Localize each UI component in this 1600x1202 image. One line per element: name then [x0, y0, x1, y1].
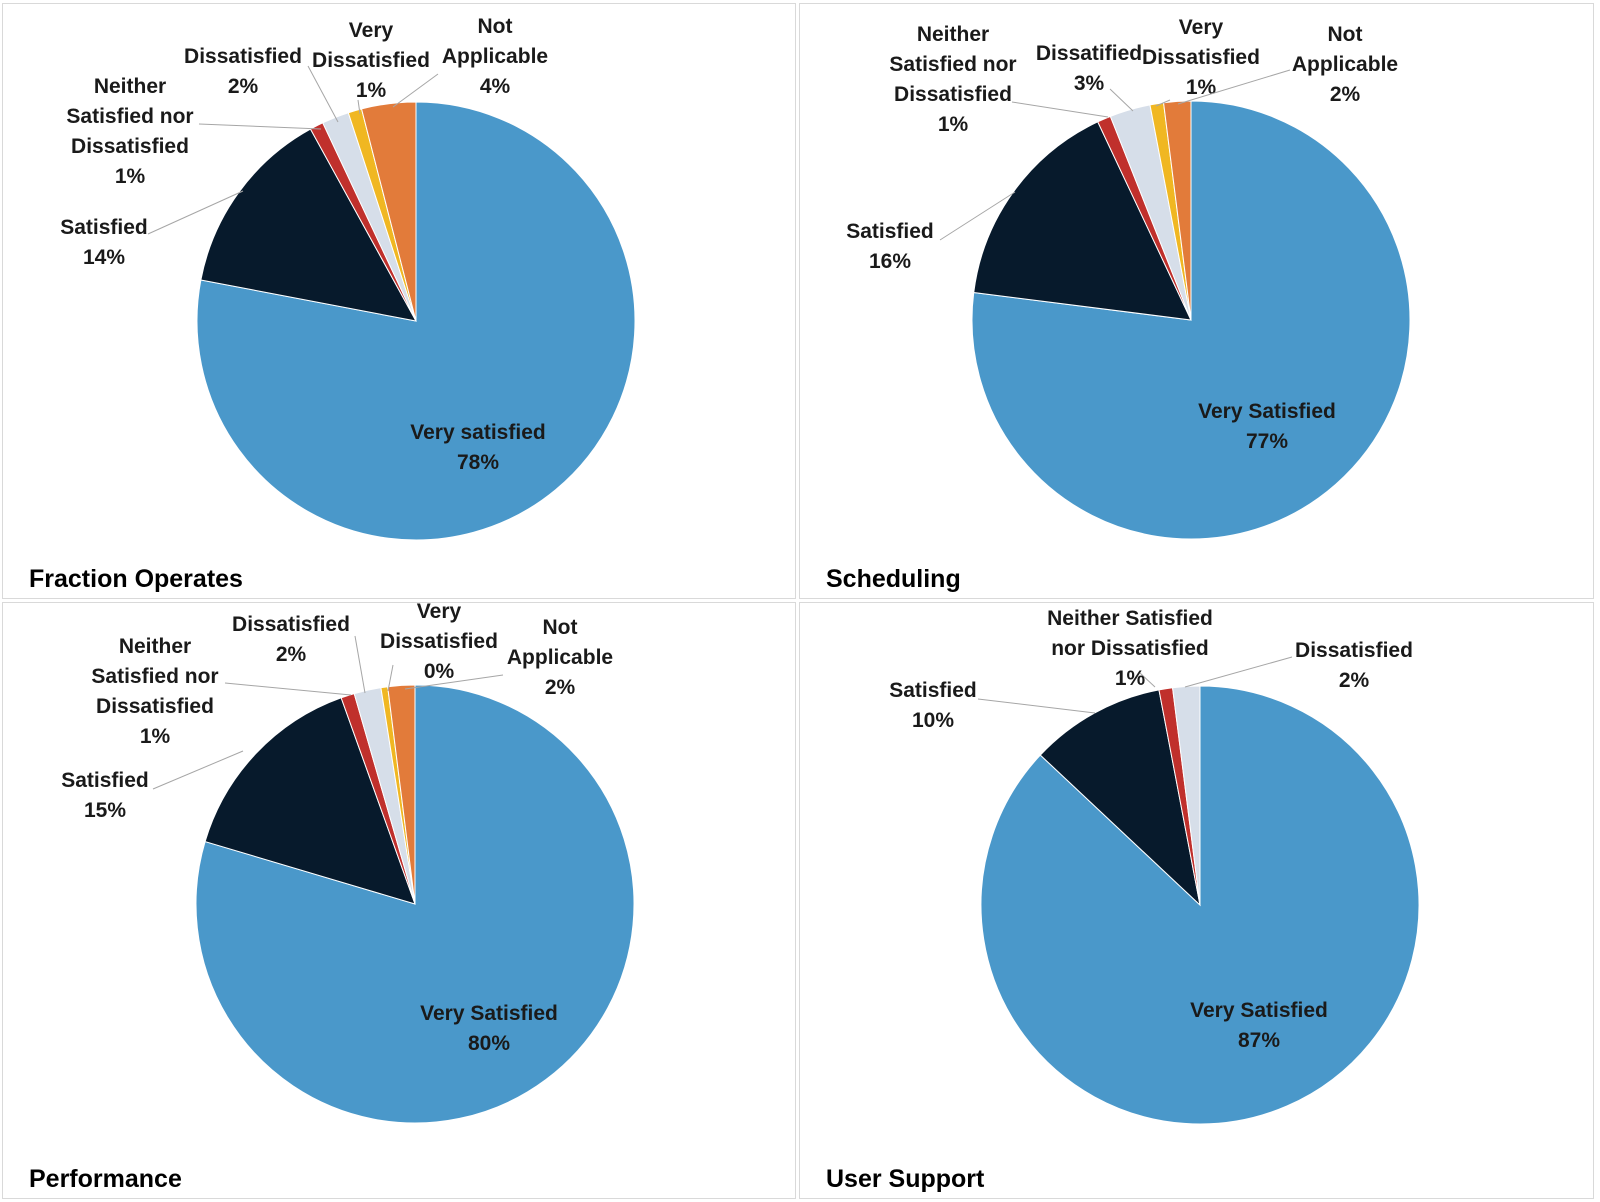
- slice-data-label: Satisfied 15%: [61, 769, 149, 822]
- pie-slices: [980, 685, 1420, 1125]
- slice-data-label: Not Applicable 4%: [442, 15, 548, 98]
- slice-data-label: Neither Satisfied nor Dissatisfied 1%: [66, 75, 193, 188]
- slice-data-label: Very Dissatisfied 0%: [380, 603, 498, 683]
- slice-data-label: Dissatified 3%: [1036, 42, 1142, 95]
- leader-line: [939, 191, 1016, 241]
- slice-data-label: Neither Satisfied nor Dissatisfied 1%: [889, 23, 1016, 136]
- slice-data-label: Dissatisfied 2%: [184, 45, 302, 98]
- slice-data-label: Satisfied 14%: [60, 216, 148, 269]
- slice-data-label: Neither Satisfied nor Dissatisfied 1%: [91, 635, 218, 748]
- leader-line: [1011, 101, 1109, 118]
- chart-panel-scheduling: Very Satisfied 77% Satisfied 16% Neither Sati…: [799, 3, 1594, 599]
- slice-data-label: Dissatisfied 2%: [1295, 639, 1413, 692]
- leader-line: [1184, 656, 1293, 688]
- leader-line: [354, 635, 366, 694]
- leader-line: [392, 73, 439, 108]
- pie-slices: [195, 684, 635, 1124]
- pie-slice-satisfied: [200, 128, 417, 322]
- slice-data-label: Very satisfied 78%: [410, 421, 545, 474]
- chart-title: Performance: [29, 1165, 182, 1193]
- slice-data-label: Very Satisfied 77%: [1198, 400, 1336, 453]
- leader-line: [1139, 672, 1156, 688]
- chart-panel-user-support: Very Satisfied 87% Satisfied 10% Neither Sat…: [799, 602, 1594, 1199]
- chart-title: Fraction Operates: [29, 565, 243, 593]
- leader-line: [1155, 99, 1171, 107]
- leader-line: [1177, 69, 1291, 105]
- pie-slice-not-applicable: [387, 684, 416, 905]
- chart-title: User Support: [826, 1165, 985, 1193]
- leader-line: [977, 698, 1096, 714]
- leader-line: [307, 65, 339, 123]
- slice-data-label: Satisfied 16%: [846, 220, 934, 273]
- slice-data-label: Not Applicable 2%: [1292, 23, 1398, 106]
- slice-data-label: Neither Satisfied nor Dissatisfied 1%: [1047, 607, 1213, 690]
- pie-slices: [971, 100, 1411, 540]
- chart-panel-performance: Very Satisfied 80% Satisfied 15% Neither Sati…: [2, 602, 796, 1199]
- pie-chart-svg: Very Satisfied 77% Satisfied 16% Neither Sati…: [846, 16, 1411, 540]
- slice-data-label: Very Dissatisfied 1%: [312, 19, 430, 102]
- slice-data-label: Not Applicable 2%: [507, 616, 613, 699]
- pie-chart-svg: Very Satisfied 87% Satisfied 10% Neither Sat…: [889, 607, 1420, 1125]
- pie-slice-satisfied: [204, 697, 416, 905]
- slice-data-label: Satisfied 10%: [889, 679, 977, 732]
- pie-slice-satisfied: [973, 121, 1192, 321]
- chart-title: Scheduling: [826, 565, 961, 593]
- leader-line: [147, 190, 244, 235]
- leader-line: [152, 750, 244, 790]
- leader-line: [224, 682, 352, 696]
- leader-line: [357, 99, 361, 115]
- slice-data-label: Very Satisfied 80%: [420, 1002, 558, 1055]
- leader-line: [1109, 88, 1134, 112]
- slice-data-label: Very Dissatisfied 1%: [1142, 16, 1260, 99]
- pie-chart-svg: Very satisfied 78% Satisfied 14% Neither Sati…: [60, 15, 636, 541]
- chart-panel-fraction-operates: Very satisfied 78% Satisfied 14% Neither Sati…: [2, 3, 796, 599]
- slice-data-label: Very Satisfied 87%: [1190, 999, 1328, 1052]
- pie-chart-svg: Very Satisfied 80% Satisfied 15% Neither Sati…: [61, 603, 635, 1124]
- leader-line: [404, 674, 504, 690]
- pie-slice-not-applicable: [360, 101, 417, 322]
- leader-line: [198, 123, 322, 130]
- slice-data-label: Dissatisfied 2%: [232, 613, 350, 666]
- pie-slices: [196, 101, 636, 541]
- leader-line: [387, 664, 394, 692]
